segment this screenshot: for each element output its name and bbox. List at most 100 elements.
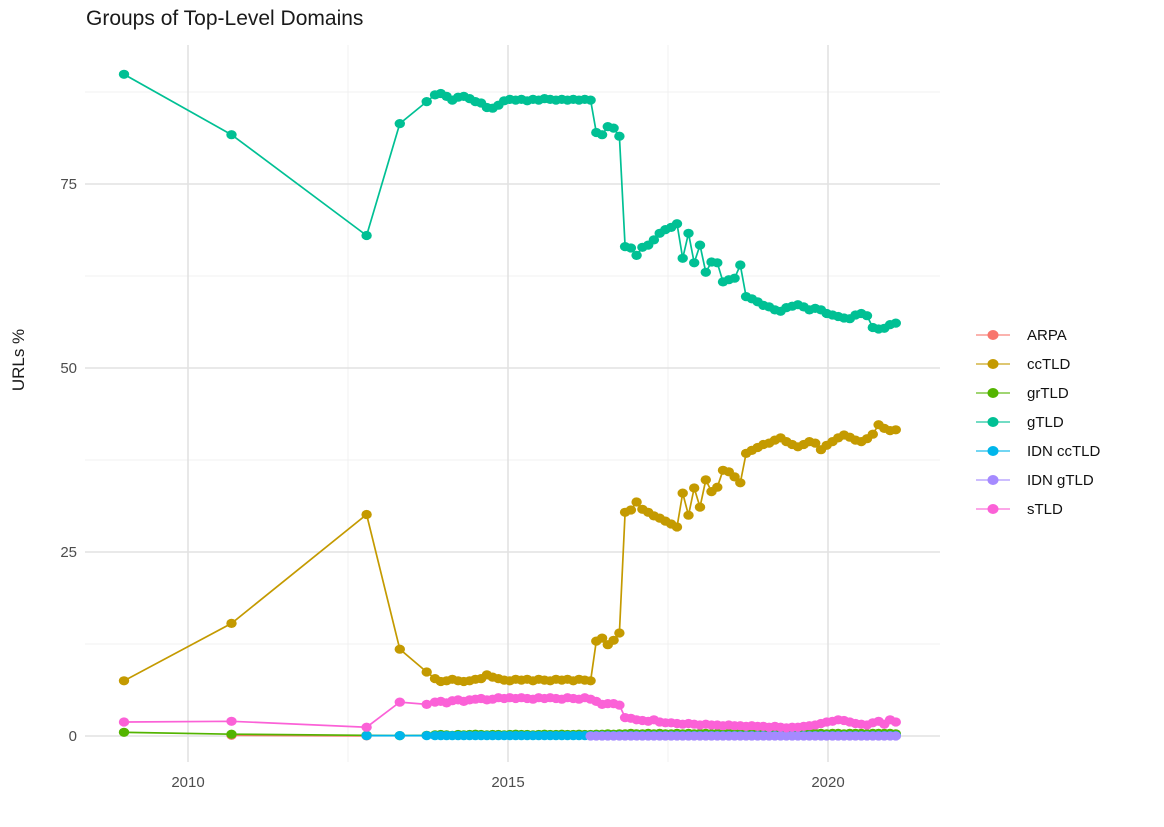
data-point xyxy=(118,727,130,737)
y-tick-label: 0 xyxy=(69,728,77,745)
legend-item-stld: sTLD xyxy=(975,500,1100,518)
data-point xyxy=(421,97,432,107)
legend-marker-icon xyxy=(976,330,1010,340)
data-point xyxy=(694,502,706,512)
data-point xyxy=(890,425,901,435)
data-point xyxy=(421,731,432,741)
y-tick-label: 75 xyxy=(60,176,77,193)
data-point xyxy=(810,438,821,448)
data-point xyxy=(677,253,688,263)
data-point xyxy=(683,228,694,238)
data-point xyxy=(421,699,432,710)
data-point xyxy=(614,700,625,710)
legend-label: ARPA xyxy=(1027,326,1067,344)
data-point xyxy=(226,130,237,140)
axis-tick-labels: 0 25 50 75 2010 2015 2020 xyxy=(60,176,844,791)
data-point xyxy=(861,311,873,321)
legend-label: IDN ccTLD xyxy=(1027,442,1101,460)
data-point xyxy=(735,260,746,270)
data-point xyxy=(735,478,746,488)
data-point xyxy=(625,243,637,253)
data-point xyxy=(867,429,878,439)
legend-marker-icon xyxy=(976,417,1010,427)
legend-label: IDN gTLD xyxy=(1027,471,1094,489)
data-point xyxy=(694,240,706,250)
legend-item-idn-cctld: IDN ccTLD xyxy=(975,442,1101,460)
legend-label: grTLD xyxy=(1027,384,1069,402)
data-point xyxy=(614,131,625,141)
data-point xyxy=(118,69,130,79)
legend-label: gTLD xyxy=(1027,413,1064,431)
legend-label: ccTLD xyxy=(1027,355,1071,373)
x-tick-label: 2015 xyxy=(491,774,524,791)
data-point xyxy=(118,676,130,686)
data-point xyxy=(671,219,683,229)
legend: ARPA ccTLD grTLD gTLD IDN ccTLD IDN gTLD sTLD xyxy=(975,327,1100,530)
data-point xyxy=(683,510,694,520)
data-point xyxy=(226,729,237,739)
y-tick-label: 25 xyxy=(60,544,77,561)
data-point xyxy=(712,482,723,492)
data-point xyxy=(712,258,723,268)
data-point xyxy=(625,505,637,515)
legend-marker-icon xyxy=(976,359,1010,369)
legend-marker-icon xyxy=(976,475,1010,485)
data-point xyxy=(648,235,660,245)
y-tick-label: 50 xyxy=(60,360,77,377)
legend-marker-icon xyxy=(976,504,1010,514)
x-tick-label: 2010 xyxy=(171,774,204,791)
data-point xyxy=(596,633,608,643)
data-point xyxy=(394,644,405,654)
x-tick-label: 2020 xyxy=(811,774,844,791)
data-point xyxy=(226,716,237,726)
data-point xyxy=(608,635,619,645)
data-point xyxy=(700,267,711,277)
data-point xyxy=(585,95,596,105)
data-point xyxy=(394,697,405,707)
series-points-idn-gtld xyxy=(585,731,901,741)
legend-item-gtld: gTLD xyxy=(975,413,1100,431)
data-point xyxy=(608,123,619,133)
legend-item-cctld: ccTLD xyxy=(975,355,1100,373)
legend-item-idn-gtld: IDN gTLD xyxy=(975,471,1100,489)
series-lines xyxy=(123,73,897,737)
data-point xyxy=(361,509,372,520)
data-point xyxy=(421,667,432,677)
data-point xyxy=(614,628,625,638)
data-point xyxy=(394,119,405,129)
data-point xyxy=(596,130,608,140)
data-point xyxy=(361,230,372,241)
data-point xyxy=(671,522,683,532)
data-point xyxy=(890,318,901,328)
gridlines xyxy=(85,45,940,762)
series-points xyxy=(118,69,901,741)
series-points-stld xyxy=(118,693,901,733)
data-point xyxy=(226,618,237,629)
data-point xyxy=(631,250,642,260)
data-point xyxy=(689,483,700,493)
series-line-cctld xyxy=(123,423,896,683)
legend-marker-icon xyxy=(976,388,1010,398)
data-point xyxy=(890,717,901,727)
series-line-gtld xyxy=(123,73,897,330)
legend-item-arpa: ARPA xyxy=(975,326,1100,344)
legend-label: sTLD xyxy=(1027,500,1063,518)
series-points-cctld xyxy=(118,420,901,687)
data-point xyxy=(631,497,642,507)
chart-title: Groups of Top-Level Domains xyxy=(86,7,363,30)
legend-marker-icon xyxy=(976,446,1010,456)
data-point xyxy=(677,488,688,498)
legend-item-grtld: grTLD xyxy=(975,384,1100,402)
data-point xyxy=(394,731,405,741)
data-point xyxy=(689,258,700,268)
y-axis-title: URLs % xyxy=(9,329,28,391)
data-point xyxy=(361,731,372,741)
data-point xyxy=(585,676,596,686)
data-point xyxy=(118,717,130,727)
data-point xyxy=(890,731,901,741)
data-point xyxy=(361,722,372,732)
data-point xyxy=(700,475,711,485)
series-points-gtld xyxy=(118,69,901,334)
